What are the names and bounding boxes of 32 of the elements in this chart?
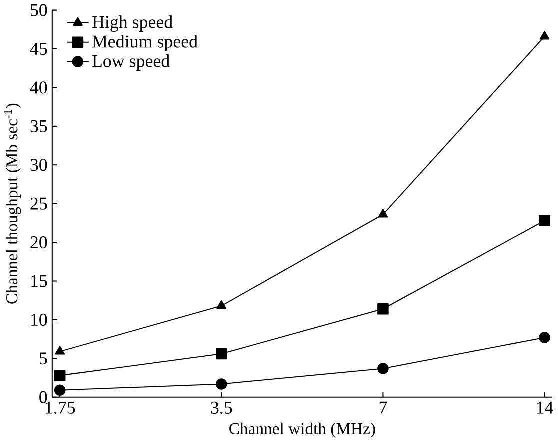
- point: [539, 332, 550, 344]
- legend-label: Low speed: [92, 54, 170, 71]
- x-axis-title: Channel width (MHz): [230, 422, 376, 438]
- point: [54, 370, 66, 382]
- point: [54, 384, 66, 396]
- x-tick-label: 14: [537, 402, 554, 414]
- y-tick-label: 45: [30, 42, 48, 55]
- legend-label: High speed: [92, 16, 173, 32]
- legend-label: Medium speed: [92, 35, 198, 52]
- x-tick-label: 7: [380, 402, 388, 414]
- y-tick-label: 50: [30, 4, 48, 16]
- point: [216, 300, 227, 310]
- point: [539, 215, 550, 226]
- y-tick-label: 15: [32, 275, 48, 288]
- y-tick-label: 0: [40, 391, 48, 404]
- point: [378, 303, 389, 315]
- x-tick-label: 3.5: [211, 402, 232, 414]
- point: [216, 348, 228, 360]
- y-tick-label: 20: [30, 236, 48, 249]
- point: [216, 378, 228, 390]
- point: [378, 362, 389, 374]
- y-tick-label: 35: [30, 120, 48, 132]
- y-tick-label: 30: [30, 158, 48, 172]
- y-tick-label: 25: [30, 198, 48, 210]
- x-tick-label: 1.75: [46, 402, 76, 414]
- point: [378, 208, 388, 218]
- y-tick-label: 10: [32, 314, 48, 326]
- point: [540, 30, 550, 40]
- y-tick-label: 5: [40, 352, 48, 365]
- y-tick-label: 40: [30, 82, 48, 94]
- y-axis-title: Channel thoughput (Mb sec$^{-1}$): [4, 104, 22, 304]
- point: [55, 346, 66, 355]
